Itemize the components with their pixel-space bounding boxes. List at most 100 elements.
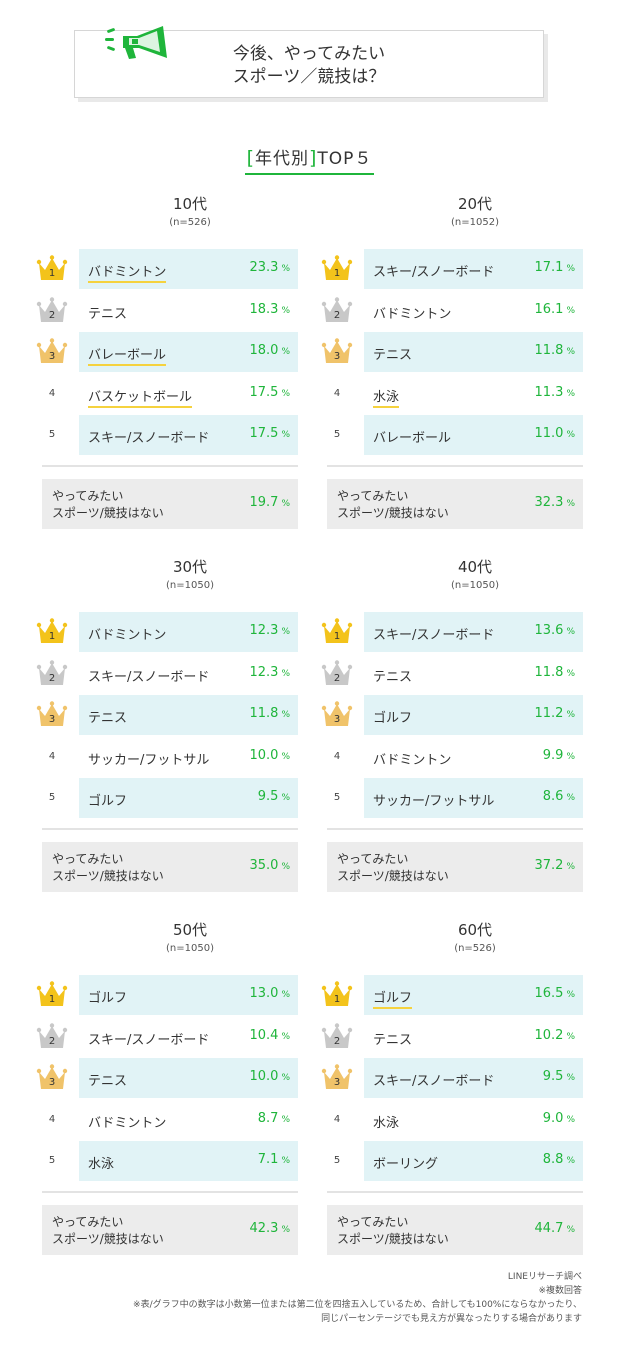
divider xyxy=(327,1191,583,1193)
page-title: 今後、やってみたい スポーツ／競技は？ xyxy=(75,43,543,89)
sport-name: テニス xyxy=(88,1074,128,1089)
sport-name: スキー/スノーボード xyxy=(373,628,495,643)
percentage-number: 9.5 xyxy=(257,789,279,804)
ranking-row: 5 ゴルフ 9.5% xyxy=(42,778,298,818)
sport-name: テニス xyxy=(373,348,413,363)
percent-unit: % xyxy=(281,430,290,440)
age-label: 40代 xyxy=(457,558,493,576)
percentage-number: 9.0 xyxy=(542,1110,564,1126)
rank-marker: 3 xyxy=(321,332,353,372)
gold-crown-icon: 1 xyxy=(321,617,353,647)
percentage-number: 19.7 xyxy=(249,495,279,510)
rank-number: 5 xyxy=(333,1155,341,1166)
sport-name: サッカー/フットサル xyxy=(88,752,210,768)
sport-name: バドミントン xyxy=(88,1115,167,1131)
percent-unit: % xyxy=(281,862,290,872)
percentage-value: 17.5% xyxy=(249,426,290,441)
silver-crown-icon: 2 xyxy=(36,659,68,689)
rank-marker: 4 xyxy=(42,1100,62,1140)
percent-unit: % xyxy=(281,499,290,509)
percentage-number: 8.6 xyxy=(542,789,564,804)
ranking-row: 5 ボーリング 8.8% xyxy=(327,1141,583,1181)
row-background xyxy=(79,975,298,1015)
sport-name: バレーボール xyxy=(373,431,452,446)
age-label: 10代 xyxy=(172,195,208,213)
percentage-number: 11.8 xyxy=(534,664,564,680)
no-sport-percentage: 37.2% xyxy=(534,858,575,873)
no-sport-label: やってみたい スポーツ/競技はない xyxy=(337,489,449,520)
percentage-value: 18.3% xyxy=(249,302,290,317)
sport-name: サッカー/フットサル xyxy=(373,794,495,809)
no-sport-row: やってみたい スポーツ/競技はない 32.3% xyxy=(327,479,583,529)
ranking-row: 3 バレーボール 18.0% xyxy=(36,332,298,372)
footer-notes: LINEリサーチ調べ ※複数回答 ※表/グラフ中の数字は小数第一位または第二位を… xyxy=(133,1270,582,1326)
rank-marker: 1 xyxy=(36,975,68,1015)
percent-unit: % xyxy=(281,347,290,357)
percentage-number: 10.0 xyxy=(249,747,279,763)
percentage-value: 8.7% xyxy=(258,1111,290,1126)
percentage-number: 16.1 xyxy=(534,301,564,317)
no-sport-label: やってみたい スポーツ/競技はない xyxy=(337,852,449,883)
percent-unit: % xyxy=(566,627,575,637)
sport-name: ボーリング xyxy=(373,1157,439,1172)
bronze-crown-icon: 3 xyxy=(321,337,353,367)
ranking-row: 1 スキー/スノーボード 17.1% xyxy=(321,249,583,289)
percent-unit: % xyxy=(281,1114,290,1125)
divider xyxy=(327,465,583,467)
percentage-value: 11.8% xyxy=(534,665,575,680)
sport-name: スキー/スノーボード xyxy=(88,669,210,685)
percentage-number: 12.3 xyxy=(249,664,279,680)
rounding-note-2: 同じパーセンテージでも見え方が異なったりする場合があります xyxy=(321,1314,582,1324)
percent-unit: % xyxy=(281,1073,290,1083)
ranking-row: 3 テニス 11.8% xyxy=(36,695,298,735)
sport-name: テニス xyxy=(88,711,128,726)
percentage-value: 17.1% xyxy=(534,260,575,275)
sample-size: (n=1050) xyxy=(451,580,499,591)
age-panel: 50代 (n=1050) 1 ゴルフ 13.0% 2 スキー/スノーボード 10.4% 3 テニス… xyxy=(36,919,298,1259)
percentage-number: 10.2 xyxy=(534,1027,564,1043)
percentage-value: 7.1% xyxy=(258,1152,290,1167)
no-sport-percentage: 35.0% xyxy=(249,858,290,873)
percentage-value: 9.5% xyxy=(543,1069,575,1084)
percentage-number: 13.6 xyxy=(534,623,564,638)
percentage-number: 11.3 xyxy=(534,384,564,400)
ranking-row: 5 サッカー/フットサル 8.6% xyxy=(327,778,583,818)
silver-crown-icon: 2 xyxy=(321,1022,353,1052)
panel-header: 20代 (n=1052) xyxy=(367,193,583,228)
rank-number: 1 xyxy=(333,994,341,1005)
multi-answer-note: ※複数回答 xyxy=(538,1286,582,1296)
sport-name: バドミントン xyxy=(88,628,167,643)
percent-unit: % xyxy=(281,668,290,679)
section-title: [年代別]TOP５ xyxy=(0,144,619,175)
ranking-row: 4 バスケットボール 17.5% xyxy=(42,374,298,414)
panel-header: 10代 (n=526) xyxy=(82,193,298,228)
rank-number: 2 xyxy=(333,309,341,321)
rank-marker: 4 xyxy=(327,374,347,414)
ranking-row: 3 テニス 11.8% xyxy=(321,332,583,372)
sport-name: ゴルフ xyxy=(373,711,413,726)
ranking-row: 2 テニス 10.2% xyxy=(321,1017,583,1057)
percentage-number: 9.5 xyxy=(542,1069,564,1084)
rank-number: 2 xyxy=(333,672,341,684)
ranking-row: 4 水泳 11.3% xyxy=(327,374,583,414)
sport-name: バドミントン xyxy=(373,306,452,322)
gold-crown-icon: 1 xyxy=(36,254,68,284)
no-sport-percentage: 32.3% xyxy=(534,495,575,510)
rank-marker: 1 xyxy=(36,249,68,289)
rounding-note-1: ※表/グラフ中の数字は小数第一位または第二位を四捨五入しているため、合計しても1… xyxy=(133,1300,582,1310)
rank-number: 5 xyxy=(48,1155,56,1166)
gold-crown-icon: 1 xyxy=(321,980,353,1010)
ranking-row: 5 水泳 7.1% xyxy=(42,1141,298,1181)
percentage-value: 11.2% xyxy=(534,706,575,721)
rank-number: 4 xyxy=(333,1113,341,1125)
percent-unit: % xyxy=(566,710,575,720)
age-panel: 40代 (n=1050) 1 スキー/スノーボード 13.6% 2 テニス 11.8% 3 ゴルフ… xyxy=(321,556,583,896)
ranking-row: 1 ゴルフ 16.5% xyxy=(321,975,583,1015)
ranking-row: 3 テニス 10.0% xyxy=(36,1058,298,1098)
silver-crown-icon: 2 xyxy=(36,1022,68,1052)
percentage-value: 13.6% xyxy=(534,623,575,638)
percentage-value: 13.0% xyxy=(249,986,290,1001)
rank-number: 3 xyxy=(48,351,56,362)
percentage-number: 18.0 xyxy=(249,343,279,358)
percentage-number: 17.1 xyxy=(534,260,564,275)
